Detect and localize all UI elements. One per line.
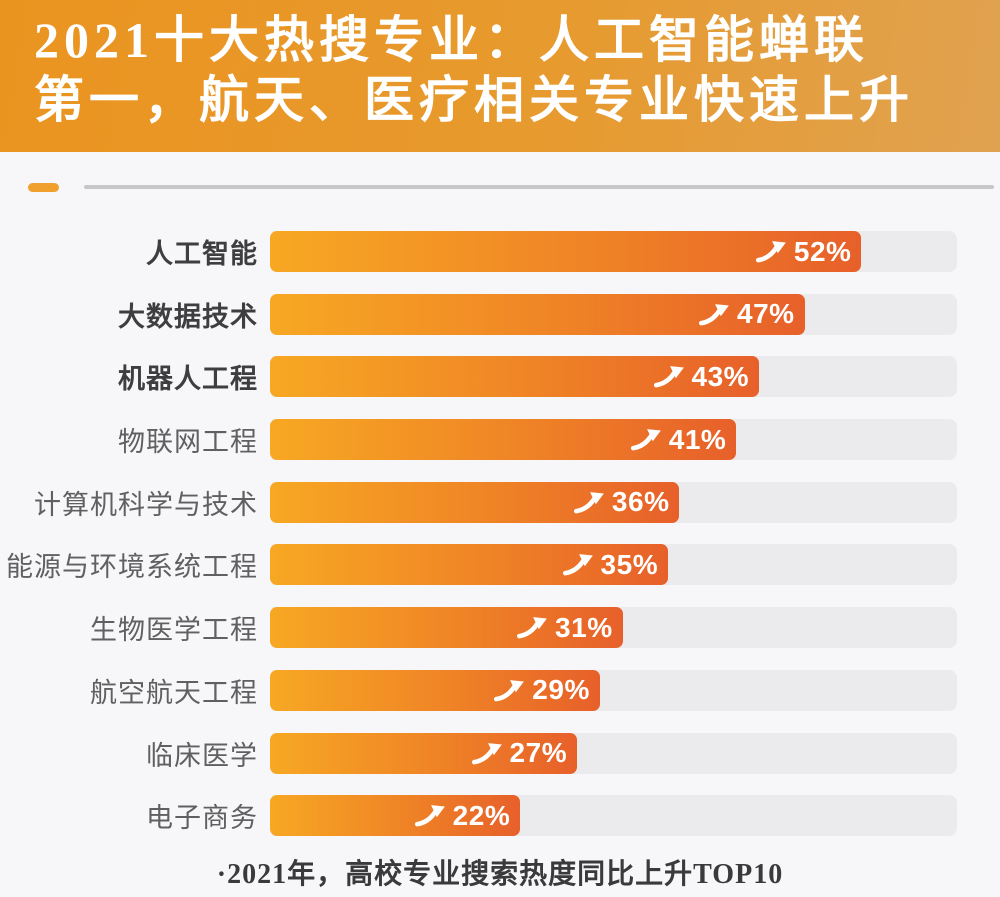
bar-value: 31% xyxy=(555,611,613,643)
chart-row: 临床医学 27% xyxy=(0,732,1000,774)
rise-arrow-icon xyxy=(414,805,445,827)
bar-value: 43% xyxy=(691,360,750,392)
bar-chart: 人工智能 52% 大数据技术 47% 机器人工程 xyxy=(0,231,1000,858)
bar-fill: 36% xyxy=(270,481,680,523)
bar-fill: 31% xyxy=(270,607,623,649)
category-label: 能源与环境系统工程 xyxy=(6,552,258,583)
category-label: 大数据技术 xyxy=(118,301,258,332)
chart-row: 人工智能 52% xyxy=(0,231,1000,272)
rise-arrow-icon xyxy=(494,679,525,702)
bar-track: 27% xyxy=(270,732,957,774)
chart-row: 计算机科学与技术 36% xyxy=(0,481,1000,523)
category-label: 临床医学 xyxy=(146,740,258,771)
bar-fill: 22% xyxy=(270,795,521,837)
bar-value: 41% xyxy=(668,423,727,455)
header-title-line1: 2021十大热搜专业：人工智能蝉联 xyxy=(34,12,869,68)
chart-row: 电子商务 22% xyxy=(0,795,1000,837)
bar-value: 52% xyxy=(793,235,852,267)
bar-value: 22% xyxy=(452,799,511,831)
category-label: 物联网工程 xyxy=(118,427,258,458)
bar-track: 29% xyxy=(270,669,957,711)
rise-arrow-icon xyxy=(755,241,786,263)
category-label: 航空航天工程 xyxy=(90,677,258,708)
bar-value: 35% xyxy=(600,548,659,580)
rise-arrow-icon xyxy=(471,742,502,764)
bar-track: 22% xyxy=(270,795,957,837)
header-title-line2: 第一，航天、医疗相关专业快速上升 xyxy=(34,72,914,128)
rise-arrow-icon xyxy=(630,429,661,451)
divider-rule xyxy=(84,185,994,189)
bar-fill: 29% xyxy=(270,669,600,711)
rise-arrow-icon xyxy=(517,617,547,639)
bar-track: 35% xyxy=(270,544,957,586)
chart-row: 大数据技术 47% xyxy=(0,293,1000,335)
rise-arrow-icon xyxy=(699,303,729,326)
bar-track: 43% xyxy=(270,356,957,398)
bar-track: 52% xyxy=(270,231,957,272)
bar-track: 41% xyxy=(270,419,957,461)
bar-fill: 47% xyxy=(270,293,805,335)
bar-fill: 27% xyxy=(270,732,578,774)
chart-row: 机器人工程 43% xyxy=(0,356,1000,398)
bar-value: 47% xyxy=(737,298,795,330)
category-label: 人工智能 xyxy=(146,239,258,269)
section-divider xyxy=(28,182,994,192)
bar-value: 27% xyxy=(509,737,568,768)
category-label: 生物医学工程 xyxy=(90,615,258,646)
bar-fill: 43% xyxy=(270,356,760,398)
chart-row: 能源与环境系统工程 35% xyxy=(0,544,1000,586)
bar-value: 36% xyxy=(611,486,670,518)
bar-track: 47% xyxy=(270,293,957,335)
bar-track: 36% xyxy=(270,481,957,523)
category-label: 电子商务 xyxy=(146,803,258,834)
divider-dash xyxy=(28,182,59,192)
bar-fill: 35% xyxy=(270,544,669,586)
rise-arrow-icon xyxy=(573,491,604,514)
bar-fill: 52% xyxy=(270,231,862,272)
rise-arrow-icon xyxy=(562,554,593,576)
chart-row: 航空航天工程 29% xyxy=(0,669,1000,711)
bar-track: 31% xyxy=(270,607,957,649)
footer-caption: ·2021年，高校专业搜索热度同比上升TOP10 xyxy=(216,859,784,890)
chart-row: 生物医学工程 31% xyxy=(0,607,1000,649)
category-label: 机器人工程 xyxy=(118,364,258,395)
rise-arrow-icon xyxy=(653,366,684,388)
category-label: 计算机科学与技术 xyxy=(34,489,258,520)
header-banner: 2021十大热搜专业：人工智能蝉联 第一，航天、医疗相关专业快速上升 xyxy=(0,0,1000,152)
bar-fill: 41% xyxy=(270,419,737,461)
chart-row: 物联网工程 41% xyxy=(0,419,1000,461)
bar-value: 29% xyxy=(532,674,590,706)
